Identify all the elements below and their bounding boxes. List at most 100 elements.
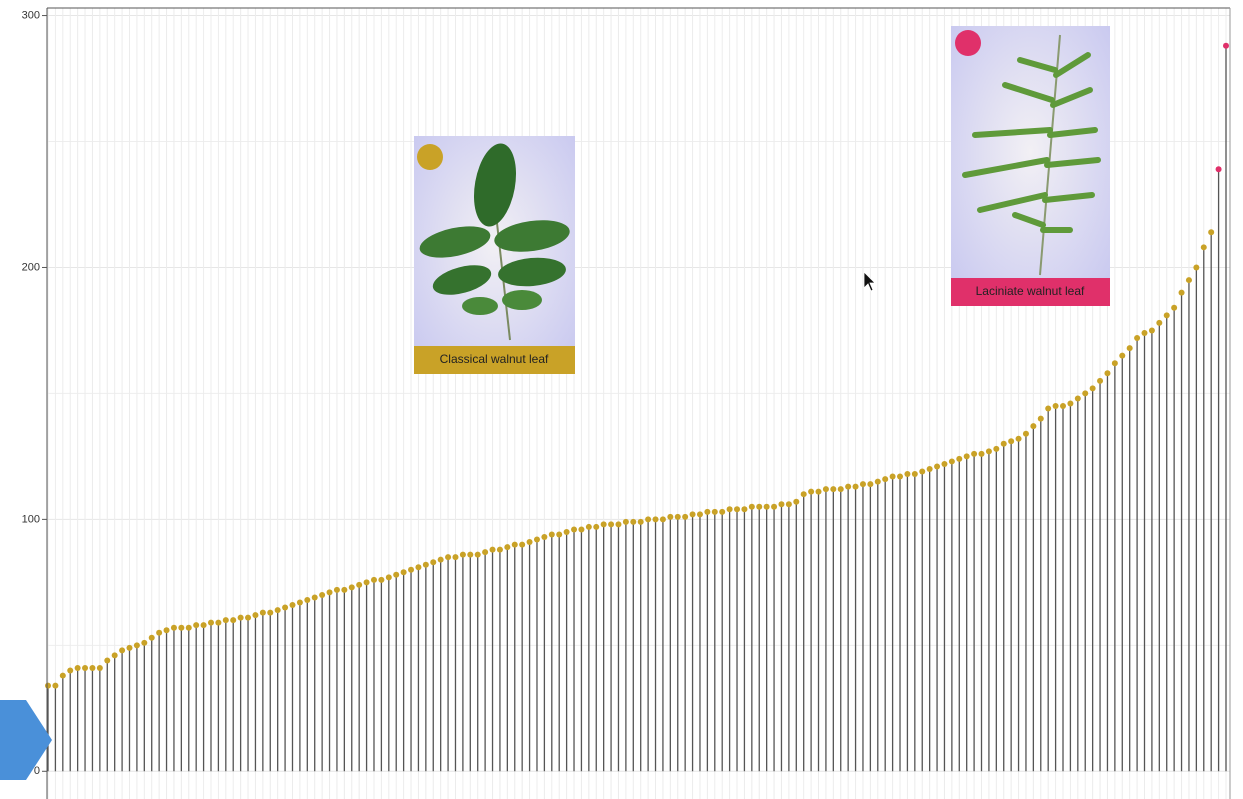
dot — [1208, 229, 1215, 236]
dot — [719, 508, 726, 515]
dot — [363, 579, 370, 586]
dot — [756, 503, 763, 510]
laciniate-leaf-card — [951, 26, 1110, 306]
dot — [482, 549, 489, 556]
dot — [763, 503, 770, 510]
dot — [682, 513, 689, 520]
dot — [867, 481, 874, 488]
dot — [548, 531, 555, 538]
dot — [785, 501, 792, 508]
dot — [1060, 403, 1067, 410]
dot — [1215, 166, 1222, 173]
dot — [556, 531, 563, 538]
dot — [563, 528, 570, 535]
dot — [222, 617, 229, 624]
dot — [370, 576, 377, 583]
dot — [904, 471, 911, 478]
dot — [474, 551, 481, 558]
dot — [978, 450, 985, 457]
dot — [156, 629, 163, 636]
dot — [622, 518, 629, 525]
dot — [822, 486, 829, 493]
dot — [119, 647, 126, 654]
dot — [830, 486, 837, 493]
dot — [104, 657, 111, 664]
dot — [393, 571, 400, 578]
annotation-label: Classical walnut leaf — [440, 352, 549, 366]
dot — [1126, 345, 1133, 352]
classical-leaf-card — [414, 136, 575, 374]
dot — [296, 599, 303, 606]
dot — [319, 591, 326, 598]
dot — [1134, 335, 1141, 342]
nav-chevron[interactable] — [0, 700, 52, 780]
dot — [82, 665, 89, 672]
dot — [911, 471, 918, 478]
dot — [504, 544, 511, 551]
dot — [311, 594, 318, 601]
dot — [533, 536, 540, 543]
dot — [948, 458, 955, 465]
dot — [1015, 435, 1022, 442]
dot — [726, 506, 733, 513]
dot — [274, 607, 281, 614]
dot — [897, 473, 904, 480]
dot — [45, 682, 51, 689]
dot — [193, 622, 200, 629]
dot — [852, 483, 859, 490]
dot — [1223, 42, 1229, 49]
dot — [741, 506, 748, 513]
dot — [919, 468, 926, 475]
dot — [630, 518, 637, 525]
dot — [934, 463, 941, 470]
dot — [1104, 370, 1111, 377]
dot — [985, 448, 992, 455]
dot — [704, 508, 711, 515]
dot — [141, 639, 148, 646]
dot — [1045, 405, 1052, 412]
dot — [645, 516, 652, 523]
dot — [52, 682, 59, 689]
dot — [659, 516, 666, 523]
marks — [45, 42, 1229, 772]
dot — [963, 453, 970, 460]
dot — [778, 501, 785, 508]
dot — [1111, 360, 1118, 367]
dot — [600, 521, 607, 528]
dot — [1119, 352, 1126, 359]
y-tick-label: 100 — [22, 513, 40, 525]
dot — [845, 483, 852, 490]
dot — [356, 581, 363, 588]
dot — [734, 506, 741, 513]
dot — [889, 473, 896, 480]
dot — [637, 518, 644, 525]
dot — [1178, 289, 1185, 296]
dot — [89, 665, 96, 672]
dot — [941, 460, 948, 467]
dot — [326, 589, 333, 596]
dot — [496, 546, 503, 553]
dot — [511, 541, 518, 548]
dot — [519, 541, 526, 548]
dot — [526, 539, 533, 546]
dot — [245, 614, 252, 621]
dot — [674, 513, 681, 520]
dot — [459, 551, 466, 558]
dot — [267, 609, 274, 616]
dot — [1171, 304, 1178, 311]
dot — [993, 445, 1000, 452]
dot — [1037, 415, 1044, 422]
dot — [748, 503, 755, 510]
dot — [1000, 440, 1007, 447]
dot — [815, 488, 822, 495]
dot — [422, 561, 429, 568]
dot — [1082, 390, 1089, 397]
dot — [200, 622, 207, 629]
dot — [126, 644, 133, 651]
y-tick-label: 300 — [22, 9, 40, 21]
dot — [615, 521, 622, 528]
dot — [1089, 385, 1096, 392]
dot — [926, 465, 933, 472]
dot — [400, 569, 407, 576]
dot — [578, 526, 585, 533]
